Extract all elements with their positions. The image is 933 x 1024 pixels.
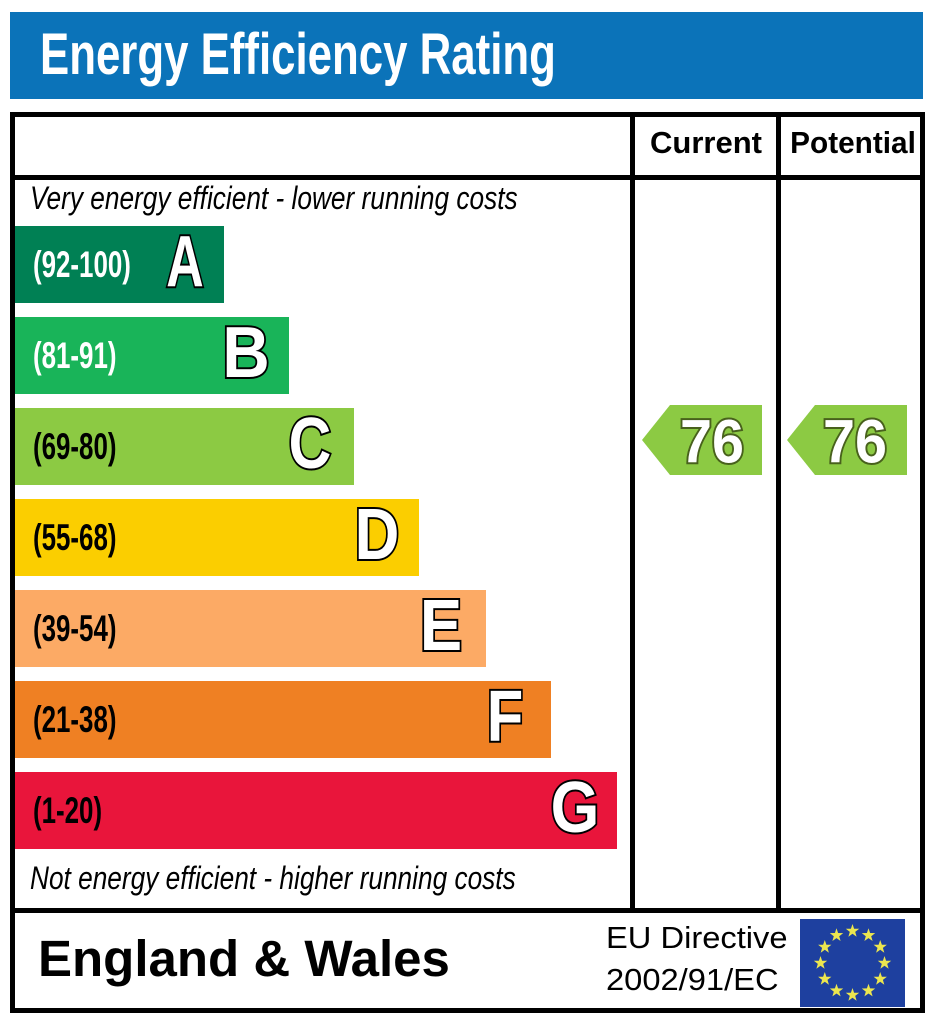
svg-text:76: 76 — [823, 408, 887, 475]
svg-text:76: 76 — [680, 408, 744, 475]
